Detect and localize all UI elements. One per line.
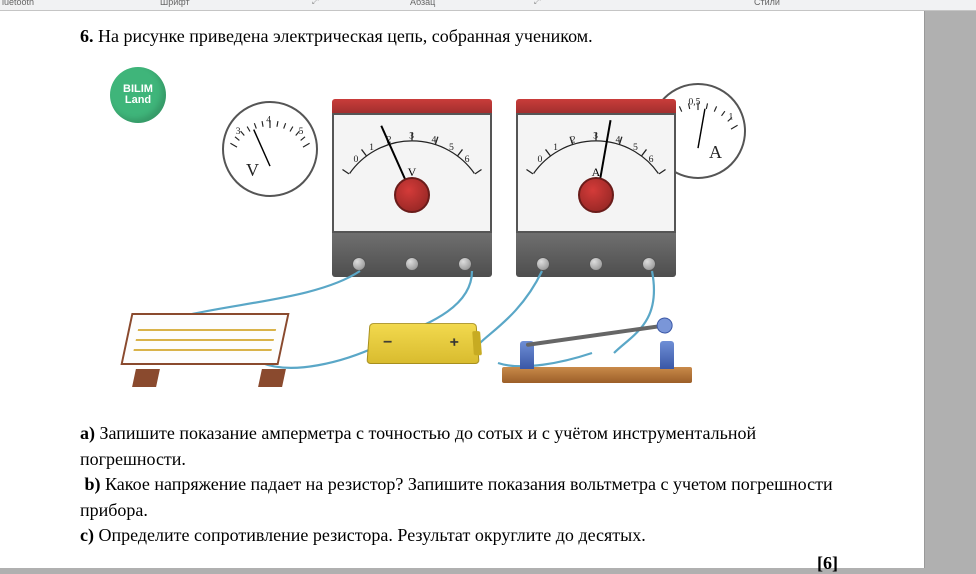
page-area: 6. На рисунке приведена электрическая це…: [0, 11, 976, 568]
ribbon-group-paragraph: Абзац: [410, 0, 435, 7]
document-page: 6. На рисунке приведена электрическая це…: [0, 11, 925, 568]
question-number: 6.: [80, 26, 94, 46]
battery-plus: +: [449, 335, 459, 352]
battery: − +: [366, 323, 479, 364]
font-dialog-launcher-icon[interactable]: ⤢: [312, 0, 321, 6]
text-b: Какое напряжение падает на резистор? Зап…: [80, 474, 833, 520]
text-a: Запишите показание амперметра с точность…: [80, 423, 756, 469]
text-c: Определите сопротивление резистора. Резу…: [98, 525, 645, 545]
label-a: а): [80, 423, 95, 443]
sub-questions: а) Запишите показание амперметра с точно…: [80, 421, 844, 549]
question-b: b) Какое напряжение падает на резистор? …: [80, 472, 844, 523]
rheostat: [114, 299, 304, 387]
ribbon-label: Абзац: [410, 0, 435, 7]
word-ribbon: luetooth Шрифт ⤢ Абзац ⤢ Стили: [0, 0, 976, 11]
label-c: с): [80, 525, 94, 545]
ribbon-label: Шрифт: [160, 0, 190, 7]
ribbon-label: Стили: [754, 0, 780, 7]
ribbon-group-font: Шрифт: [160, 0, 190, 7]
score: [6]: [80, 553, 844, 574]
question-text: На рисунке приведена электрическая цепь,…: [98, 26, 593, 46]
label-b: b): [85, 474, 101, 494]
ribbon-group-bluetooth: luetooth: [2, 0, 34, 7]
question-a: а) Запишите показание амперметра с точно…: [80, 421, 844, 472]
circuit-figure: BILIM Land: [92, 63, 752, 393]
ribbon-label: luetooth: [2, 0, 34, 7]
question-c: с) Определите сопротивление резистора. Р…: [80, 523, 844, 549]
ribbon-group-styles: Стили: [754, 0, 780, 7]
switch: [502, 327, 692, 383]
paragraph-dialog-launcher-icon[interactable]: ⤢: [534, 0, 543, 6]
battery-minus: −: [383, 335, 393, 352]
question-title: 6. На рисунке приведена электрическая це…: [80, 23, 844, 49]
